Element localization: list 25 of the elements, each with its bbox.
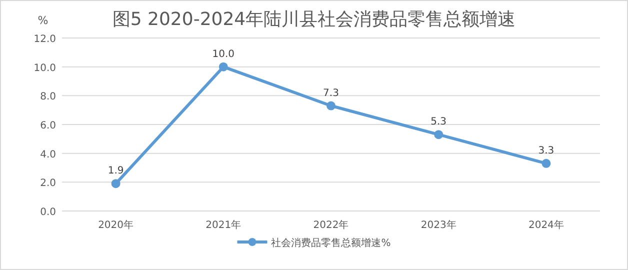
chart-title: 图5 2020-2024年陆川县社会消费品零售总额增速 (112, 9, 516, 30)
data-label: 5.3 (430, 116, 447, 128)
y-tick-label: 10.0 (34, 62, 56, 74)
x-tick-label: 2020年 (98, 219, 134, 231)
y-tick-label: 2.0 (40, 178, 56, 190)
data-label: 7.3 (323, 88, 339, 99)
x-tick-label: 2022年 (313, 219, 349, 231)
y-tick-label: 6.0 (40, 120, 56, 132)
data-label: 3.3 (538, 145, 554, 156)
y-tick-label: 12.0 (34, 34, 56, 45)
data-label: 1.9 (108, 166, 124, 177)
point (542, 158, 551, 168)
y-tick-label: 8.0 (40, 92, 56, 103)
x-tick-label: 2024年 (528, 219, 564, 231)
y-axis-title: % (38, 14, 48, 27)
point (218, 62, 228, 72)
point (434, 130, 444, 140)
data-label: 10.0 (212, 48, 235, 60)
y-tick-label: 4.0 (40, 149, 56, 160)
point (111, 179, 120, 188)
legend-label: 社会消费品零售总额增速% (271, 237, 391, 249)
point (326, 101, 336, 110)
x-tick-label: 2021年 (206, 219, 242, 231)
x-tick-label: 2023年 (420, 219, 456, 231)
y-tick-label: 0.0 (40, 207, 56, 218)
